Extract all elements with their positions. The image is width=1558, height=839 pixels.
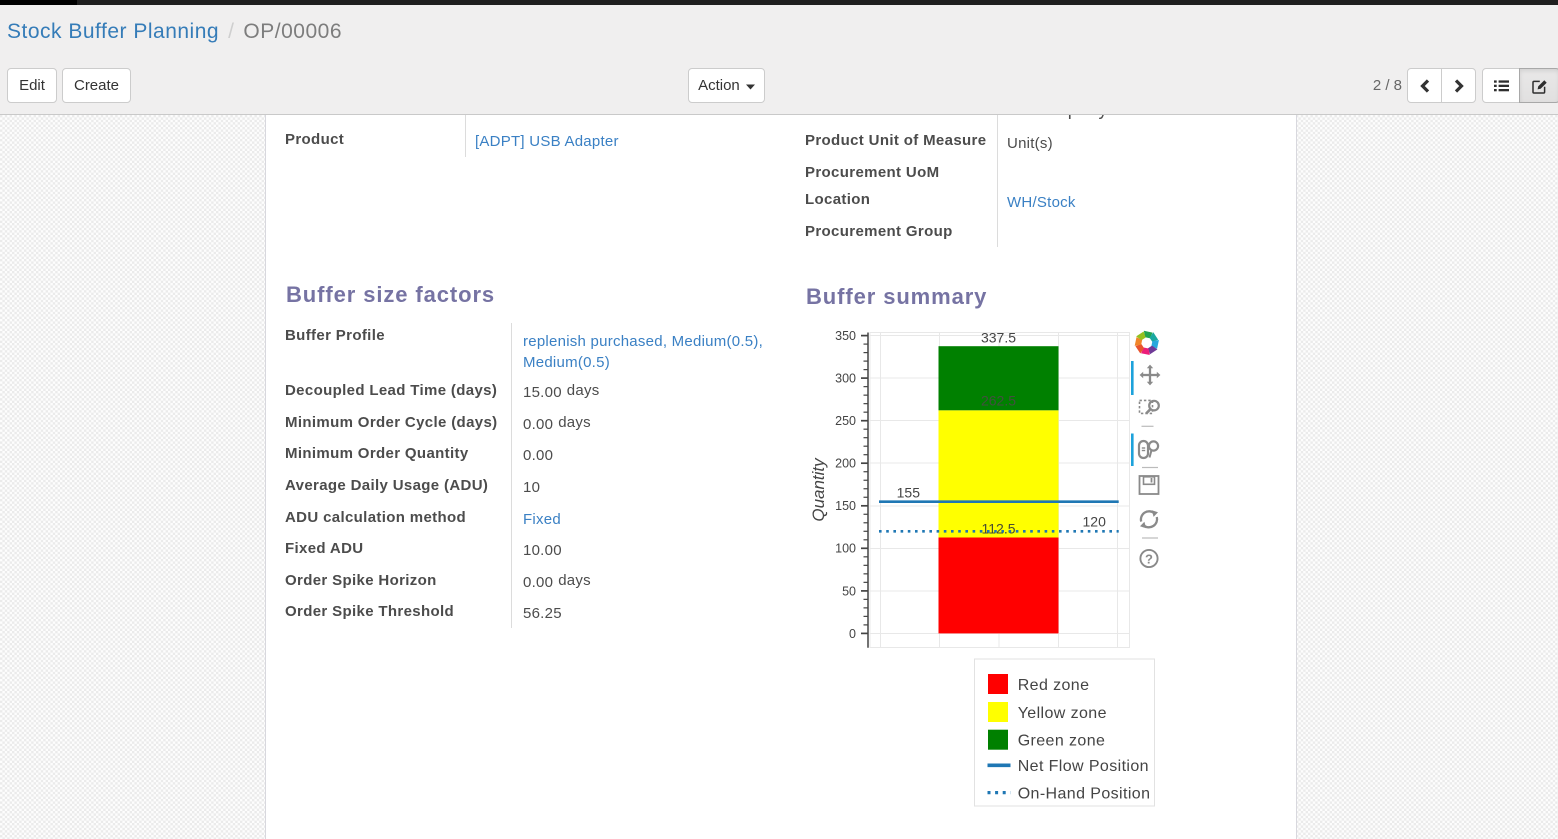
svg-text:Red zone: Red zone — [1018, 677, 1090, 694]
svg-text:0: 0 — [849, 627, 856, 641]
svg-text:350: 350 — [835, 329, 856, 343]
svg-text:Yellow zone: Yellow zone — [1018, 705, 1107, 722]
svg-text:155: 155 — [897, 485, 921, 501]
svg-text:?: ? — [1145, 551, 1153, 566]
svg-text:Green zone: Green zone — [1018, 733, 1106, 750]
svg-text:262.5: 262.5 — [981, 393, 1016, 409]
svg-text:On-Hand Position: On-Hand Position — [1018, 785, 1151, 802]
svg-text:337.5: 337.5 — [981, 330, 1016, 346]
svg-text:Quantity: Quantity — [809, 457, 828, 522]
svg-text:Net Flow Position: Net Flow Position — [1018, 758, 1149, 775]
svg-text:50: 50 — [842, 584, 856, 598]
svg-text:300: 300 — [835, 372, 856, 386]
svg-text:150: 150 — [835, 499, 856, 513]
svg-text:200: 200 — [835, 457, 856, 471]
svg-text:250: 250 — [835, 414, 856, 428]
svg-text:100: 100 — [835, 542, 856, 556]
svg-text:112.5: 112.5 — [982, 521, 1016, 537]
svg-text:120: 120 — [1083, 514, 1107, 530]
